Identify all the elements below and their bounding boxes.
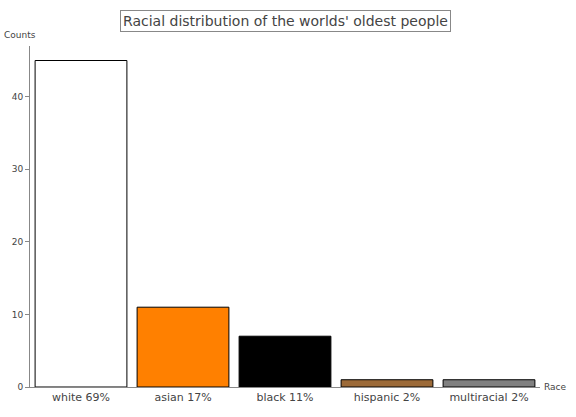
svg-text:40: 40 (12, 92, 24, 102)
svg-text:hispanic 2%: hispanic 2% (354, 391, 421, 404)
svg-text:Counts: Counts (4, 30, 36, 40)
svg-text:Race: Race (544, 382, 567, 392)
svg-text:20: 20 (12, 237, 24, 247)
svg-text:0: 0 (17, 382, 23, 392)
svg-text:white 69%: white 69% (52, 391, 110, 404)
svg-text:asian 17%: asian 17% (154, 391, 211, 404)
svg-text:30: 30 (12, 164, 24, 174)
svg-text:Racial distribution of the wor: Racial distribution of the worlds' oldes… (123, 13, 448, 29)
svg-text:10: 10 (12, 310, 24, 320)
svg-text:multiracial 2%: multiracial 2% (449, 391, 528, 404)
svg-text:black 11%: black 11% (256, 391, 313, 404)
